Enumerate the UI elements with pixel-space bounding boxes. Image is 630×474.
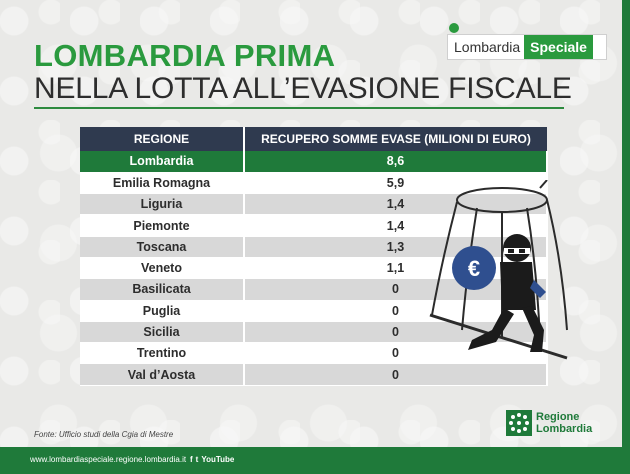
- table-row: Basilicata 0: [80, 278, 548, 301]
- regione-lombardia-logo: Regione Lombardia: [506, 410, 592, 436]
- table-header-row: REGIONE RECUPERO SOMME EVASE (MILIONI DI…: [80, 127, 547, 151]
- source-note: Fonte: Ufficio studi della Cgia di Mestr…: [34, 430, 174, 439]
- youtube-icon[interactable]: YouTube: [201, 455, 235, 464]
- region-cell: Piemonte: [80, 214, 245, 237]
- logo-part1: Lombardia: [454, 39, 521, 55]
- column-header-region: REGIONE: [80, 127, 245, 151]
- region-cell: Veneto: [80, 257, 245, 280]
- region-cell: Trentino: [80, 342, 245, 365]
- footer-bar: www.lombardiaspeciale.regione.lombardia.…: [0, 447, 622, 474]
- social-links: f t YouTube: [190, 454, 234, 466]
- value-cell: 8,6: [244, 151, 548, 173]
- region-cell: Sicilia: [80, 321, 245, 344]
- table-row: Puglia 0: [80, 300, 548, 322]
- table-row: Emilia Romagna 5,9: [80, 172, 548, 195]
- table-row: Liguria 1,4: [80, 193, 548, 216]
- title-divider: [34, 107, 564, 109]
- footer-url-link[interactable]: www.lombardiaspeciale.regione.lombardia.…: [30, 455, 187, 464]
- region-cell: Puglia: [80, 300, 245, 322]
- facebook-icon[interactable]: f: [190, 455, 193, 464]
- lombardia-speciale-logo: Lombardia Speciale: [447, 23, 607, 60]
- value-cell: 1,4: [244, 214, 548, 237]
- region-cell: Val d’Aosta: [80, 363, 245, 386]
- tax-recovery-table: REGIONE RECUPERO SOMME EVASE (MILIONI DI…: [80, 127, 548, 386]
- region-cell: Toscana: [80, 236, 245, 258]
- logo-part2: Speciale: [524, 35, 593, 59]
- value-cell: 0: [244, 300, 548, 322]
- value-cell: 5,9: [244, 172, 548, 195]
- title-line1: LOMBARDIA PRIMA: [34, 38, 336, 73]
- euro-money-bag-icon: €: [452, 246, 496, 290]
- column-header-recovery: RECUPERO SOMME EVASE (MILIONI DI EURO): [244, 127, 547, 151]
- region-cell: Liguria: [80, 193, 245, 216]
- table-row: Val d’Aosta 0: [80, 363, 548, 386]
- caged-thief-illustration: €: [429, 180, 568, 360]
- region-cell: Lombardia: [80, 151, 245, 173]
- table-row: Piemonte 1,4: [80, 214, 548, 237]
- thief-figure-icon: [468, 234, 546, 352]
- logo-pin-icon: [449, 23, 459, 33]
- regione-logo-line1: Regione: [536, 411, 580, 423]
- rosa-camuna-icon: [506, 410, 532, 436]
- svg-text:€: €: [468, 256, 480, 281]
- value-cell: 0: [244, 363, 548, 386]
- region-cell: Emilia Romagna: [80, 172, 245, 195]
- regione-logo-line2: Lombardia: [536, 423, 593, 435]
- title-line2: NELLA LOTTA ALL’EVASIONE FISCALE: [34, 72, 572, 105]
- table-row: Lombardia 8,6: [80, 151, 548, 173]
- twitter-icon[interactable]: t: [195, 455, 199, 464]
- region-cell: Basilicata: [80, 278, 245, 301]
